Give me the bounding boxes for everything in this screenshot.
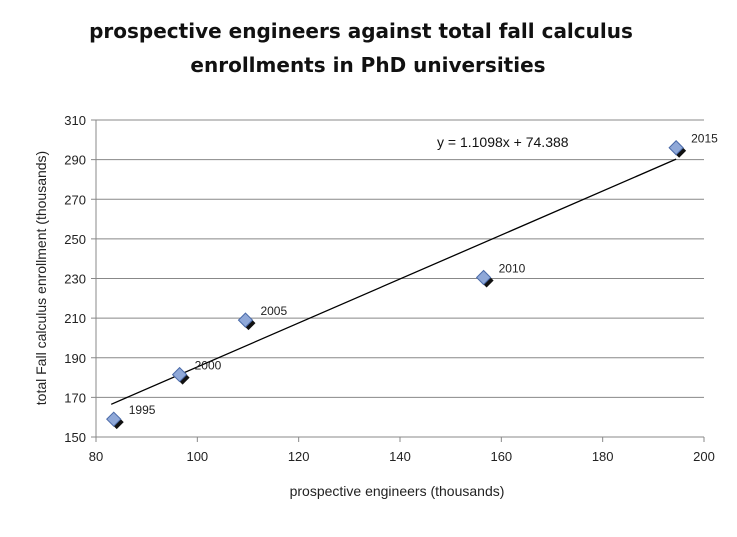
y-tick-label-170: 170: [64, 390, 86, 405]
x-tick-label-160: 160: [490, 449, 512, 464]
point-label-2015: 2015: [691, 132, 718, 146]
data-point-1995: [106, 411, 124, 430]
y-tick-label-270: 270: [64, 192, 86, 207]
data-points: [106, 140, 687, 430]
gridlines: [96, 119, 704, 398]
trendline: [110, 158, 677, 405]
data-point-marker-2000: [171, 366, 188, 383]
axes: [91, 119, 705, 442]
trendline-group: [110, 158, 677, 405]
data-point-marker-2015: [668, 140, 684, 156]
x-axis-label: prospective engineers (thousands): [290, 483, 505, 499]
point-label-2000: 2000: [195, 359, 222, 373]
point-label-2010: 2010: [499, 262, 526, 276]
data-point-2015: [668, 140, 687, 158]
y-tick-label-250: 250: [64, 232, 86, 247]
data-point-marker-2010: [475, 269, 492, 286]
data-point-marker-2005: [237, 312, 254, 328]
chart-title-line-1: prospective engineers against total fall…: [89, 19, 633, 43]
y-tick-label-290: 290: [64, 153, 86, 168]
y-tick-label-190: 190: [64, 351, 86, 366]
x-tick-label-200: 200: [693, 449, 715, 464]
data-point-2010: [475, 269, 494, 288]
x-tick-label-80: 80: [89, 449, 103, 464]
data-point-2005: [237, 312, 256, 331]
y-tick-label-210: 210: [64, 311, 86, 326]
point-labels: 1995 2000 2005 2010 2015: [129, 132, 718, 417]
trendline-equation: y = 1.1098x + 74.388: [437, 134, 569, 150]
x-tick-label-140: 140: [389, 449, 411, 464]
y-tick-label-230: 230: [64, 272, 86, 287]
y-axis-label: total Fall calculus enrollment (thousand…: [33, 151, 49, 405]
x-tick-label-100: 100: [186, 449, 208, 464]
point-label-1995: 1995: [129, 403, 156, 417]
y-tick-label-310: 310: [64, 113, 86, 128]
point-label-2005: 2005: [260, 304, 287, 318]
x-tick-label-120: 120: [288, 449, 310, 464]
data-point-marker-1995: [106, 411, 122, 427]
y-tick-labels: 150 170 190 210 230 250 270 290 310: [64, 113, 86, 445]
x-tick-labels: 80 100 120 140 160 180 200: [89, 449, 715, 464]
data-point-2000: [171, 366, 190, 385]
x-tick-label-180: 180: [592, 449, 614, 464]
y-tick-label-150: 150: [64, 430, 86, 445]
chart-title-line-2: enrollments in PhD universities: [190, 53, 545, 77]
